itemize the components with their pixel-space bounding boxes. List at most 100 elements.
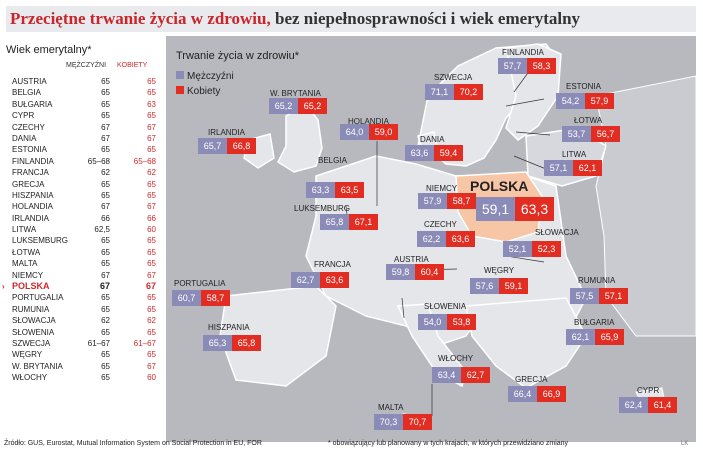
value-men: 63,6: [405, 145, 434, 161]
legend-title: Trwanie życia w zdrowiu*: [176, 50, 300, 62]
retirement-country: CZECHY: [12, 122, 45, 132]
retirement-row: RUMUNIA 65 65: [6, 304, 164, 315]
retirement-country: ŁOTWA: [12, 247, 41, 257]
retirement-row: DANIA 67 67: [6, 133, 164, 144]
retirement-women-value: 62: [147, 168, 156, 178]
retirement-country: POLSKA: [12, 281, 50, 292]
country-label: FINLANDIA: [502, 48, 544, 57]
retirement-men-value: 65: [101, 259, 110, 269]
country-value-box: 65,3 65,8: [203, 335, 261, 351]
retirement-row: SZWECJA 61–67 61–67: [6, 338, 164, 349]
retirement-women-value: 65: [147, 259, 156, 269]
polska-marker: ›: [2, 282, 5, 292]
value-men: 57,6: [470, 278, 499, 294]
country-label: DANIA: [420, 135, 445, 144]
retirement-women-value: 65: [147, 179, 156, 189]
country-value-box: 57,5 57,1: [570, 288, 628, 304]
country-value-box: 53,7 56,7: [562, 126, 620, 142]
value-men: 57,9: [418, 193, 447, 209]
retirement-men-value: 62,5: [94, 225, 110, 235]
retirement-row: PORTUGALIA 65 65: [6, 292, 164, 303]
retirement-row: BUŁGARIA 65 63: [6, 99, 164, 110]
country-label: W. BRYTANIA: [270, 89, 321, 98]
value-men: 65,3: [203, 335, 232, 351]
retirement-women-value: 65: [147, 88, 156, 98]
country-value-box: 54,2 57,9: [556, 93, 614, 109]
retirement-women-value: 65: [147, 77, 156, 86]
retirement-women-value: 65: [147, 327, 156, 337]
value-women: 66,9: [537, 386, 566, 402]
value-women: 70,7: [403, 414, 432, 430]
country-label: CYPR: [637, 386, 660, 395]
country-value-box: 62,2 63,6: [417, 231, 475, 247]
retirement-row: BELGIA 65 65: [6, 87, 164, 98]
value-women: 56,7: [591, 126, 620, 142]
retirement-country: FRANCJA: [12, 168, 49, 178]
value-women: 65,2: [298, 98, 327, 114]
retirement-men-value: 62: [101, 316, 110, 326]
value-men: 65,7: [198, 138, 227, 154]
value-men: 63,3: [306, 182, 335, 198]
retirement-row: WĘGRY 65 65: [6, 349, 164, 360]
value-women: 58,7: [201, 290, 230, 306]
value-women: 70,2: [454, 84, 483, 100]
retirement-country: HISZPANIA: [12, 190, 54, 200]
source-note: Źródło: GUS, Eurostat, Mutual Informatio…: [4, 440, 262, 447]
retirement-rows: AUSTRIA 65 65 BELGIA 65 65 BUŁGARIA 65 63 CYPR 65 6…: [2, 76, 164, 384]
retirement-row: W. BRYTANIA 65 67: [6, 361, 164, 372]
retirement-women-value: 62: [147, 316, 156, 326]
retirement-men-value: 66: [101, 213, 110, 223]
value-women: 63,3: [515, 197, 554, 221]
retirement-men-value: 65: [101, 99, 110, 109]
value-men: 70,3: [374, 414, 403, 430]
country-value-box: 62,7 63,6: [291, 272, 349, 288]
value-women: 59,0: [369, 124, 398, 140]
country-label: CZECHY: [424, 220, 457, 229]
country-label: POLSKA: [470, 178, 529, 194]
legend-men-swatch: [176, 71, 184, 79]
value-women: 63,5: [335, 182, 364, 198]
retirement-women-value: 65: [147, 293, 156, 303]
retirement-row: SŁOWACJA 62 62: [6, 315, 164, 326]
retirement-country: SŁOWENIA: [12, 327, 55, 337]
retirement-country: SŁOWACJA: [12, 316, 56, 326]
country-value-box: 63,4 62,7: [432, 367, 490, 383]
retirement-row: HISZPANIA 65 65: [6, 190, 164, 201]
country-value-box: 54,0 53,8: [418, 314, 476, 330]
retirement-men-value: 61–67: [87, 338, 110, 348]
retirement-row: FRANCJA 62 62: [6, 167, 164, 178]
value-women: 63,6: [320, 272, 349, 288]
retirement-women-value: 65–68: [133, 156, 156, 166]
country-label: PORTUGALIA: [174, 279, 226, 288]
retirement-country: W. BRYTANIA: [12, 361, 63, 371]
country-value-box: 62,1 65,9: [566, 329, 624, 345]
value-women: 60,4: [415, 264, 444, 280]
retirement-country: WĘGRY: [12, 350, 43, 360]
value-men: 63,4: [432, 367, 461, 383]
retirement-men-value: 67: [101, 202, 110, 212]
country-value-box: 66,4 66,9: [508, 386, 566, 402]
retirement-women-value: 67: [147, 122, 156, 132]
country-value-box: 57,1 62,1: [544, 160, 602, 176]
value-men: 54,2: [556, 93, 585, 109]
value-men: 71,1: [425, 84, 454, 100]
country-value-box: 63,3 63,5: [306, 182, 364, 198]
retirement-women-value: 65: [147, 236, 156, 246]
retirement-row: WŁOCHY 65 60: [6, 372, 164, 383]
legend-men: Mężczyźni: [176, 71, 234, 82]
retirement-men-value: 65: [101, 293, 110, 303]
country-label: LITWA: [562, 150, 587, 159]
retirement-country: RUMUNIA: [12, 304, 50, 314]
country-value-box: 64,0 59,0: [340, 124, 398, 140]
country-label: SŁOWACJA: [535, 228, 579, 237]
value-women: 63,6: [446, 231, 475, 247]
country-label: ESTONIA: [566, 82, 601, 91]
retirement-men-value: 65: [101, 247, 110, 257]
retirement-country: BELGIA: [12, 88, 41, 98]
value-women: 59,1: [499, 278, 528, 294]
country-label: GRECJA: [515, 375, 548, 384]
value-men: 62,4: [619, 397, 648, 413]
retirement-country: SZWECJA: [12, 338, 51, 348]
retirement-men-value: 65: [101, 361, 110, 371]
value-women: 62,1: [573, 160, 602, 176]
